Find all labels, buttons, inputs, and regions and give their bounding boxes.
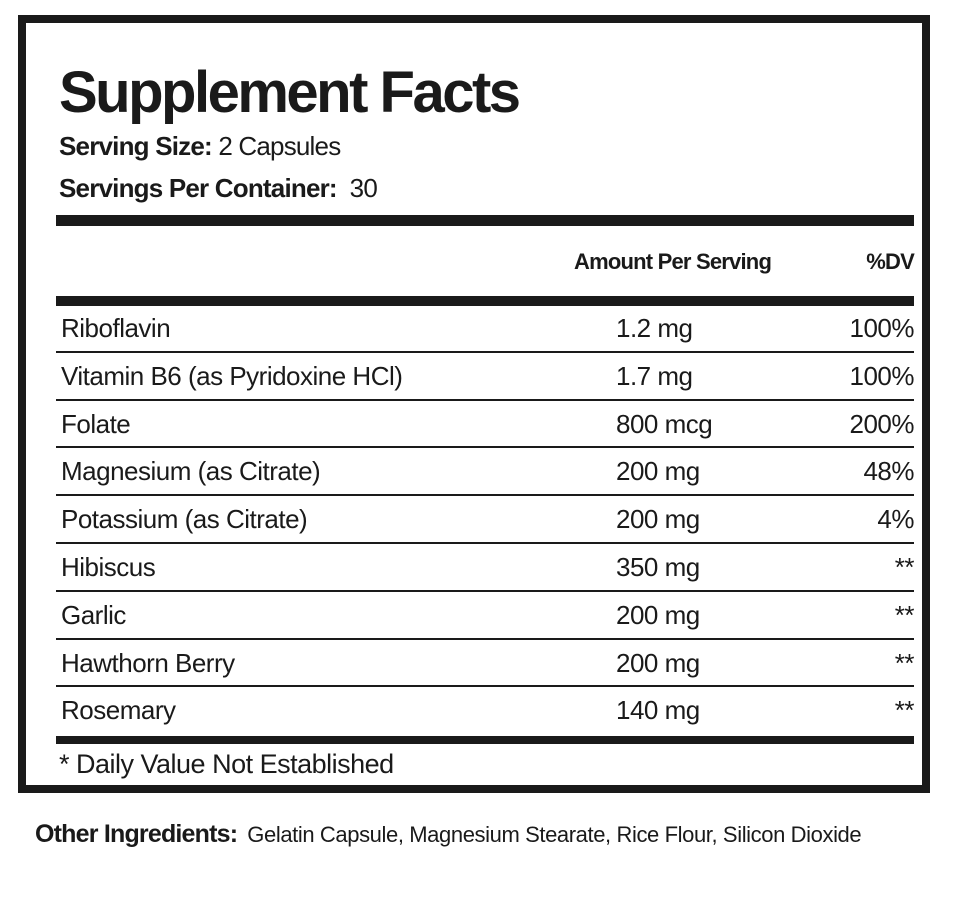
serving-size-value: 2 Capsules	[218, 131, 341, 161]
table-row: Magnesium (as Citrate) 200 mg 48%	[56, 448, 914, 497]
other-ingredients: Other Ingredients: Gelatin Capsule, Magne…	[35, 815, 915, 854]
serving-size-label: Serving Size:	[59, 131, 213, 161]
divider-thick	[56, 215, 914, 226]
panel-title: Supplement Facts	[59, 60, 521, 125]
nutrient-name: Vitamin B6 (as Pyridoxine HCl)	[61, 360, 403, 391]
supplement-facts-panel: Supplement Facts Serving Size: 2 Capsule…	[18, 15, 930, 793]
nutrient-name: Hibiscus	[61, 551, 156, 582]
nutrient-dv: 4%	[877, 504, 914, 535]
nutrient-amount: 800 mcg	[616, 408, 713, 439]
other-ingredients-value: Gelatin Capsule, Magnesium Stearate, Ric…	[247, 822, 862, 847]
footnote: * Daily Value Not Established	[59, 749, 394, 779]
table-row: Potassium (as Citrate) 200 mg 4%	[56, 496, 914, 544]
nutrient-amount: 140 mg	[616, 695, 700, 726]
table-row: Rosemary 140 mg **	[56, 687, 915, 733]
nutrient-name: Folate	[61, 408, 131, 439]
nutrient-name: Rosemary	[61, 695, 176, 726]
table-row: Garlic 200 mg **	[56, 592, 915, 640]
nutrient-name: Garlic	[61, 599, 126, 630]
nutrient-dv: 100%	[849, 360, 915, 391]
servings-per-container: Servings Per Container: 30	[59, 173, 378, 203]
serving-size: Serving Size: 2 Capsules	[59, 131, 341, 161]
nutrient-dv: 100%	[849, 313, 915, 343]
nutrient-dv: 200%	[849, 408, 915, 439]
table-row: Riboflavin 1.2 mg 100%	[56, 305, 914, 353]
header-dv: %DV	[866, 249, 915, 274]
table-row: Hibiscus 350 mg **	[56, 544, 915, 592]
nutrient-table: Riboflavin 1.2 mg 100% Vitamin B6 (as Pyrid…	[56, 305, 915, 733]
nutrient-dv: **	[894, 599, 915, 630]
nutrient-dv: **	[894, 695, 915, 726]
nutrient-amount: 200 mg	[616, 647, 700, 678]
divider-thick	[56, 296, 914, 306]
nutrient-amount: 1.2 mg	[616, 313, 693, 343]
nutrient-name: Potassium (as Citrate)	[61, 504, 308, 535]
nutrient-amount: 200 mg	[616, 456, 700, 487]
nutrient-dv: 48%	[863, 456, 914, 487]
table-row: Vitamin B6 (as Pyridoxine HCl) 1.7 mg 100%	[56, 353, 914, 401]
servings-per-container-value: 30	[349, 173, 378, 203]
nutrient-amount: 350 mg	[616, 551, 700, 582]
table-row: Folate 800 mcg 200%	[56, 401, 914, 449]
nutrient-dv: **	[894, 551, 915, 582]
other-ingredients-label: Other Ingredients:	[35, 820, 238, 848]
nutrient-name: Magnesium (as Citrate)	[61, 456, 321, 487]
nutrient-amount: 1.7 mg	[616, 360, 693, 391]
nutrient-amount: 200 mg	[616, 599, 700, 630]
nutrient-name: Hawthorn Berry	[61, 647, 235, 678]
nutrient-dv: **	[894, 647, 915, 678]
nutrient-amount: 200 mg	[616, 504, 700, 535]
header-amount: Amount Per Serving	[574, 249, 772, 274]
divider-thick	[56, 736, 914, 744]
nutrient-name: Riboflavin	[61, 313, 171, 343]
table-row: Hawthorn Berry 200 mg **	[56, 640, 915, 688]
servings-per-container-label: Servings Per Container:	[59, 173, 338, 203]
